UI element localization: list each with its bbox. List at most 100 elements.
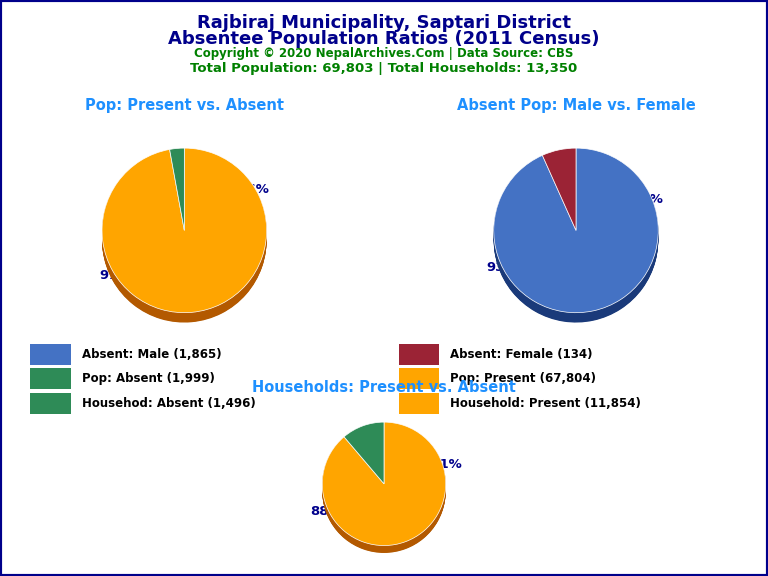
Wedge shape: [102, 152, 266, 317]
Wedge shape: [102, 153, 266, 317]
Wedge shape: [170, 157, 184, 239]
Wedge shape: [344, 426, 384, 487]
Wedge shape: [323, 425, 445, 548]
Wedge shape: [170, 158, 184, 240]
Text: Copyright © 2020 NepalArchives.Com | Data Source: CBS: Copyright © 2020 NepalArchives.Com | Dat…: [194, 47, 574, 60]
Text: 88.79%: 88.79%: [310, 505, 366, 518]
Wedge shape: [102, 150, 266, 315]
Wedge shape: [170, 149, 184, 231]
Wedge shape: [102, 151, 266, 316]
Wedge shape: [494, 151, 658, 316]
Wedge shape: [344, 430, 384, 491]
Wedge shape: [170, 154, 184, 236]
Wedge shape: [494, 157, 658, 321]
Wedge shape: [102, 157, 266, 322]
Wedge shape: [323, 426, 445, 549]
Wedge shape: [323, 430, 445, 553]
Wedge shape: [102, 158, 266, 323]
Wedge shape: [170, 155, 184, 237]
Wedge shape: [542, 151, 576, 233]
Wedge shape: [542, 154, 576, 236]
Wedge shape: [494, 153, 658, 317]
FancyBboxPatch shape: [399, 393, 439, 414]
Wedge shape: [170, 151, 184, 233]
Wedge shape: [323, 429, 445, 552]
Wedge shape: [170, 153, 184, 236]
Wedge shape: [344, 426, 384, 487]
Wedge shape: [344, 429, 384, 490]
Title: Absent Pop: Male vs. Female: Absent Pop: Male vs. Female: [457, 98, 695, 113]
Wedge shape: [102, 149, 266, 314]
Wedge shape: [344, 428, 384, 490]
Wedge shape: [494, 150, 658, 315]
Wedge shape: [344, 425, 384, 487]
Wedge shape: [542, 149, 576, 232]
Text: 2.86%: 2.86%: [223, 183, 269, 196]
Wedge shape: [344, 423, 384, 485]
Wedge shape: [542, 153, 576, 235]
Wedge shape: [323, 426, 445, 550]
Wedge shape: [344, 429, 384, 491]
Wedge shape: [494, 150, 658, 314]
Wedge shape: [102, 156, 266, 321]
Text: Pop: Present (67,804): Pop: Present (67,804): [450, 372, 597, 385]
Wedge shape: [344, 424, 384, 486]
Wedge shape: [170, 151, 184, 234]
Text: Total Population: 69,803 | Total Households: 13,350: Total Population: 69,803 | Total Househo…: [190, 62, 578, 75]
Wedge shape: [102, 154, 266, 319]
Wedge shape: [542, 158, 576, 240]
Wedge shape: [344, 426, 384, 488]
Wedge shape: [102, 156, 266, 320]
Wedge shape: [494, 155, 658, 319]
Wedge shape: [494, 154, 658, 318]
Wedge shape: [344, 427, 384, 489]
Wedge shape: [542, 154, 576, 236]
Wedge shape: [323, 427, 445, 550]
Wedge shape: [344, 427, 384, 488]
Wedge shape: [494, 148, 658, 313]
Wedge shape: [494, 158, 658, 323]
Wedge shape: [494, 156, 658, 320]
Wedge shape: [102, 149, 266, 313]
Text: 6.70%: 6.70%: [617, 192, 663, 206]
Wedge shape: [494, 157, 658, 322]
Wedge shape: [494, 149, 658, 313]
Wedge shape: [323, 424, 445, 547]
Wedge shape: [344, 423, 384, 484]
Wedge shape: [323, 423, 445, 547]
Wedge shape: [542, 151, 576, 234]
Wedge shape: [542, 156, 576, 238]
Wedge shape: [170, 156, 184, 238]
Wedge shape: [494, 154, 658, 319]
Wedge shape: [102, 155, 266, 319]
Wedge shape: [344, 425, 384, 486]
Wedge shape: [102, 150, 266, 314]
Wedge shape: [542, 156, 576, 237]
Text: Household: Present (11,854): Household: Present (11,854): [450, 397, 641, 410]
Wedge shape: [344, 427, 384, 489]
Wedge shape: [102, 153, 266, 317]
Wedge shape: [494, 156, 658, 321]
Wedge shape: [494, 153, 658, 317]
Wedge shape: [494, 152, 658, 317]
FancyBboxPatch shape: [30, 393, 71, 414]
FancyBboxPatch shape: [399, 344, 439, 365]
Text: Rajbiraj Municipality, Saptari District: Rajbiraj Municipality, Saptari District: [197, 14, 571, 32]
Wedge shape: [323, 422, 445, 545]
Wedge shape: [542, 152, 576, 234]
Wedge shape: [323, 423, 445, 546]
Wedge shape: [494, 156, 658, 320]
FancyBboxPatch shape: [30, 368, 71, 389]
Wedge shape: [170, 150, 184, 233]
Wedge shape: [542, 156, 576, 238]
Wedge shape: [170, 148, 184, 230]
Wedge shape: [323, 424, 445, 548]
Wedge shape: [542, 157, 576, 240]
Text: 97.14%: 97.14%: [99, 269, 154, 282]
Wedge shape: [170, 152, 184, 234]
Wedge shape: [323, 425, 445, 548]
Wedge shape: [542, 148, 576, 230]
Wedge shape: [542, 149, 576, 231]
FancyBboxPatch shape: [30, 344, 71, 365]
Wedge shape: [542, 157, 576, 239]
